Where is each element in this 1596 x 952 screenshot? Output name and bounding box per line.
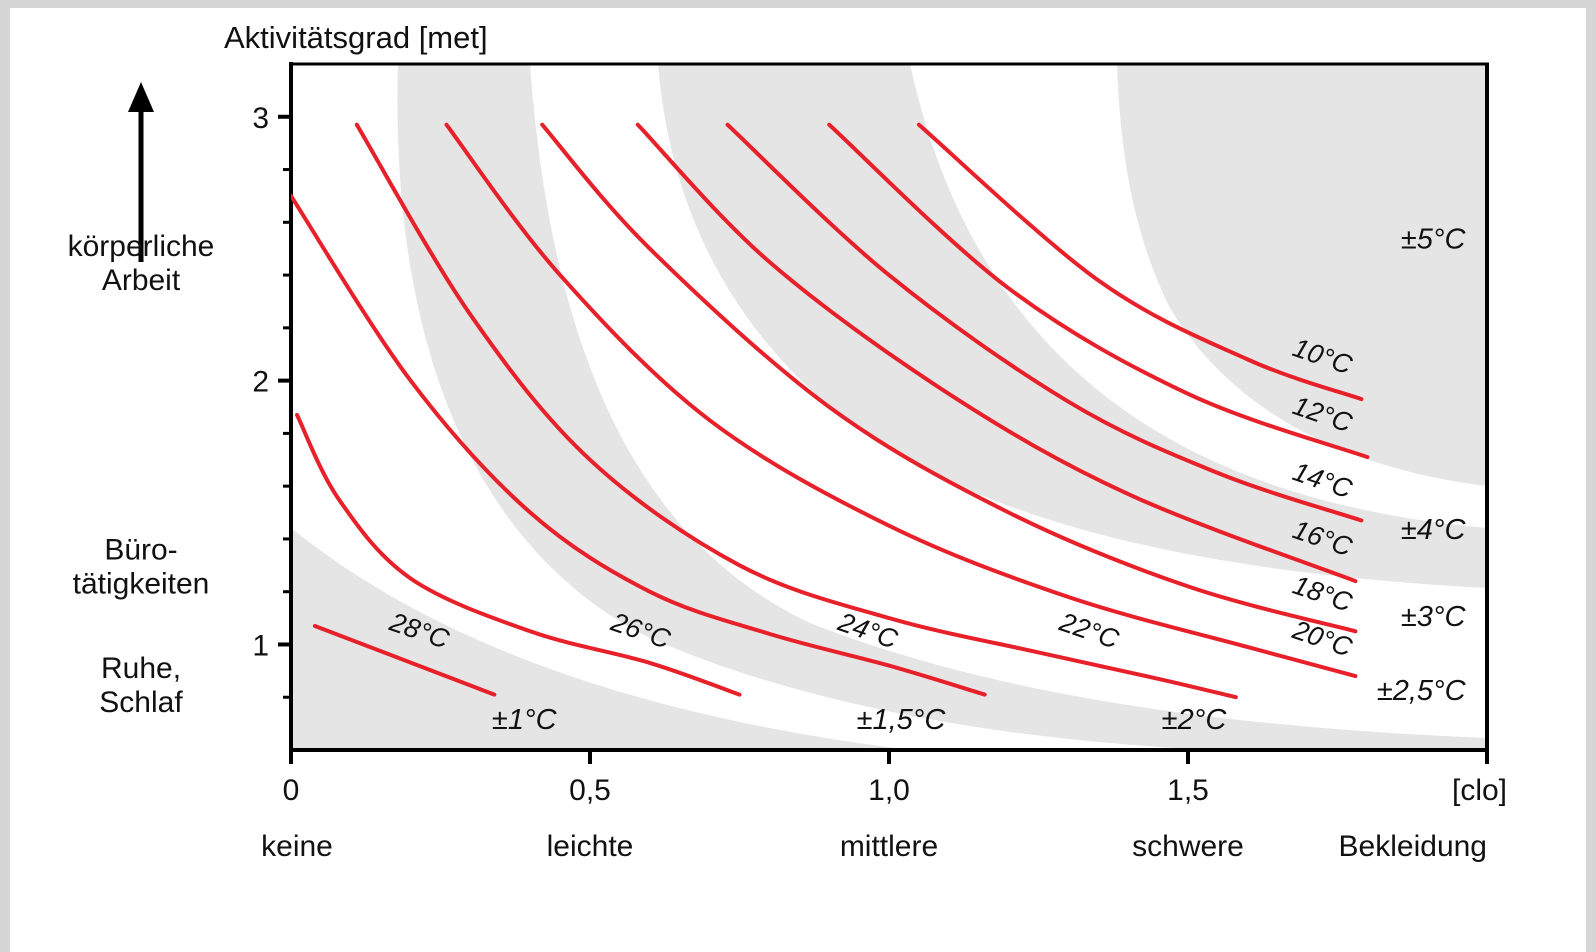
x-tick-label: 0,5 (569, 774, 611, 807)
y-tick-label: 2 (252, 366, 269, 399)
y-tick-label: 1 (252, 629, 269, 662)
tolerance-label: ±4°C (1401, 514, 1467, 546)
tolerance-band (291, 528, 910, 750)
curve-label: 22°C (1055, 606, 1123, 654)
temperature-curve (444, 122, 1358, 679)
tolerance-band (1117, 64, 1487, 486)
temperature-curve (312, 623, 497, 697)
comfort-chart: 123 0 0,5 1,0 1,5 28°C 26°C 24°C 22°C 20°C18°C1… (68, 20, 1507, 863)
clothing-category-labels: keine leichte mittlere schwere Bekleidung (261, 830, 1487, 863)
y-axis-title: Aktivitätsgrad [met] (224, 20, 488, 55)
x-tick-label: 0 (283, 774, 300, 807)
activity-label: körperliche (68, 230, 215, 263)
x-tick-label: 1,5 (1167, 774, 1209, 807)
arrowhead-icon (128, 82, 154, 112)
tolerance-label: ±1°C (492, 704, 558, 736)
temperature-curve (827, 122, 1370, 460)
y-ticks: 1 2 3 (252, 102, 291, 699)
temperature-curves (291, 122, 1370, 700)
activity-label: Arbeit (102, 264, 181, 297)
x-tick-label: 1,0 (868, 774, 910, 807)
tolerance-bands (291, 64, 1487, 750)
x-axis-unit: [clo] (1452, 774, 1507, 807)
tolerance-band (658, 64, 1487, 588)
temperature-curve (354, 122, 1238, 700)
temperature-curve (635, 122, 1358, 584)
temperature-curve (295, 412, 742, 697)
activity-label: Ruhe, (101, 652, 181, 685)
clothing-category-label: keine (261, 830, 333, 863)
y-tick-label: 3 (252, 102, 269, 135)
tolerance-label: ±1,5°C (857, 704, 947, 736)
temperature-curve (291, 193, 987, 697)
tolerance-label: ±2,5°C (1377, 675, 1467, 707)
tolerance-label: ±2°C (1162, 704, 1228, 736)
temperature-curve (540, 122, 1358, 634)
temperature-curve (916, 122, 1364, 402)
activity-label: Schlaf (99, 686, 183, 719)
clothing-category-label: Bekleidung (1339, 830, 1487, 863)
tolerance-labels: ±1°C ±1,5°C ±2°C ±2,5°C ±3°C ±4°C ±5°C (492, 224, 1467, 736)
tolerance-label: ±3°C (1401, 601, 1467, 633)
temperature-curve (725, 122, 1364, 523)
activity-label: tätigkeiten (73, 567, 210, 600)
activity-label: Büro- (104, 533, 177, 566)
clothing-category-label: mittlere (840, 830, 938, 863)
tolerance-label: ±5°C (1401, 224, 1467, 256)
tolerance-band (397, 64, 1487, 750)
x-ticks: 0 0,5 1,0 1,5 (283, 750, 1489, 807)
activity-arrow (128, 82, 154, 262)
clothing-category-label: schwere (1132, 830, 1244, 863)
clothing-category-label: leichte (547, 830, 634, 863)
